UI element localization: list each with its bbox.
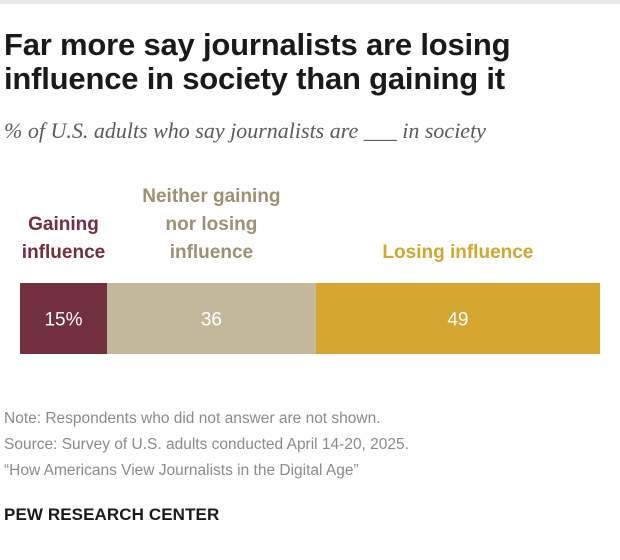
top-rule xyxy=(0,0,620,4)
bar-segment-losing-influence xyxy=(315,283,600,354)
bar-value-label-losing-influence: 49 xyxy=(447,310,468,331)
note-text: Note: Respondents who did not answer are… xyxy=(4,410,381,427)
pew-research-center-logo: PEW RESEARCH CENTER xyxy=(4,505,220,524)
category-label-losing-influence: Losing influence xyxy=(382,242,533,263)
source-text: Source: Survey of U.S. adults conducted … xyxy=(4,436,409,453)
stacked-bar-chart: 15% Gaining influence 36 Neither gaining nor … xyxy=(20,186,600,354)
bar-value-label-gaining-influence: 15% xyxy=(44,310,82,331)
category-label-gaining-influence: Gaining influence xyxy=(22,214,105,263)
chart-subtitle: % of U.S. adults who say journalists are… xyxy=(4,118,486,143)
bar-value-label-neither-gaining-nor-losing-influence: 36 xyxy=(201,310,222,331)
chart-title: Far more say journalists are losing infl… xyxy=(4,27,511,96)
chart-notes: Note: Respondents who did not answer are… xyxy=(4,406,604,484)
bar-segment-neither-gaining-nor-losing-influence xyxy=(107,283,316,354)
report-title-text: “How Americans View Journalists in the D… xyxy=(4,462,359,479)
bar-segment-gaining-influence xyxy=(20,283,107,354)
category-label-neither-gaining-nor-losing-influence: Neither gaining nor losing influence xyxy=(142,186,280,263)
